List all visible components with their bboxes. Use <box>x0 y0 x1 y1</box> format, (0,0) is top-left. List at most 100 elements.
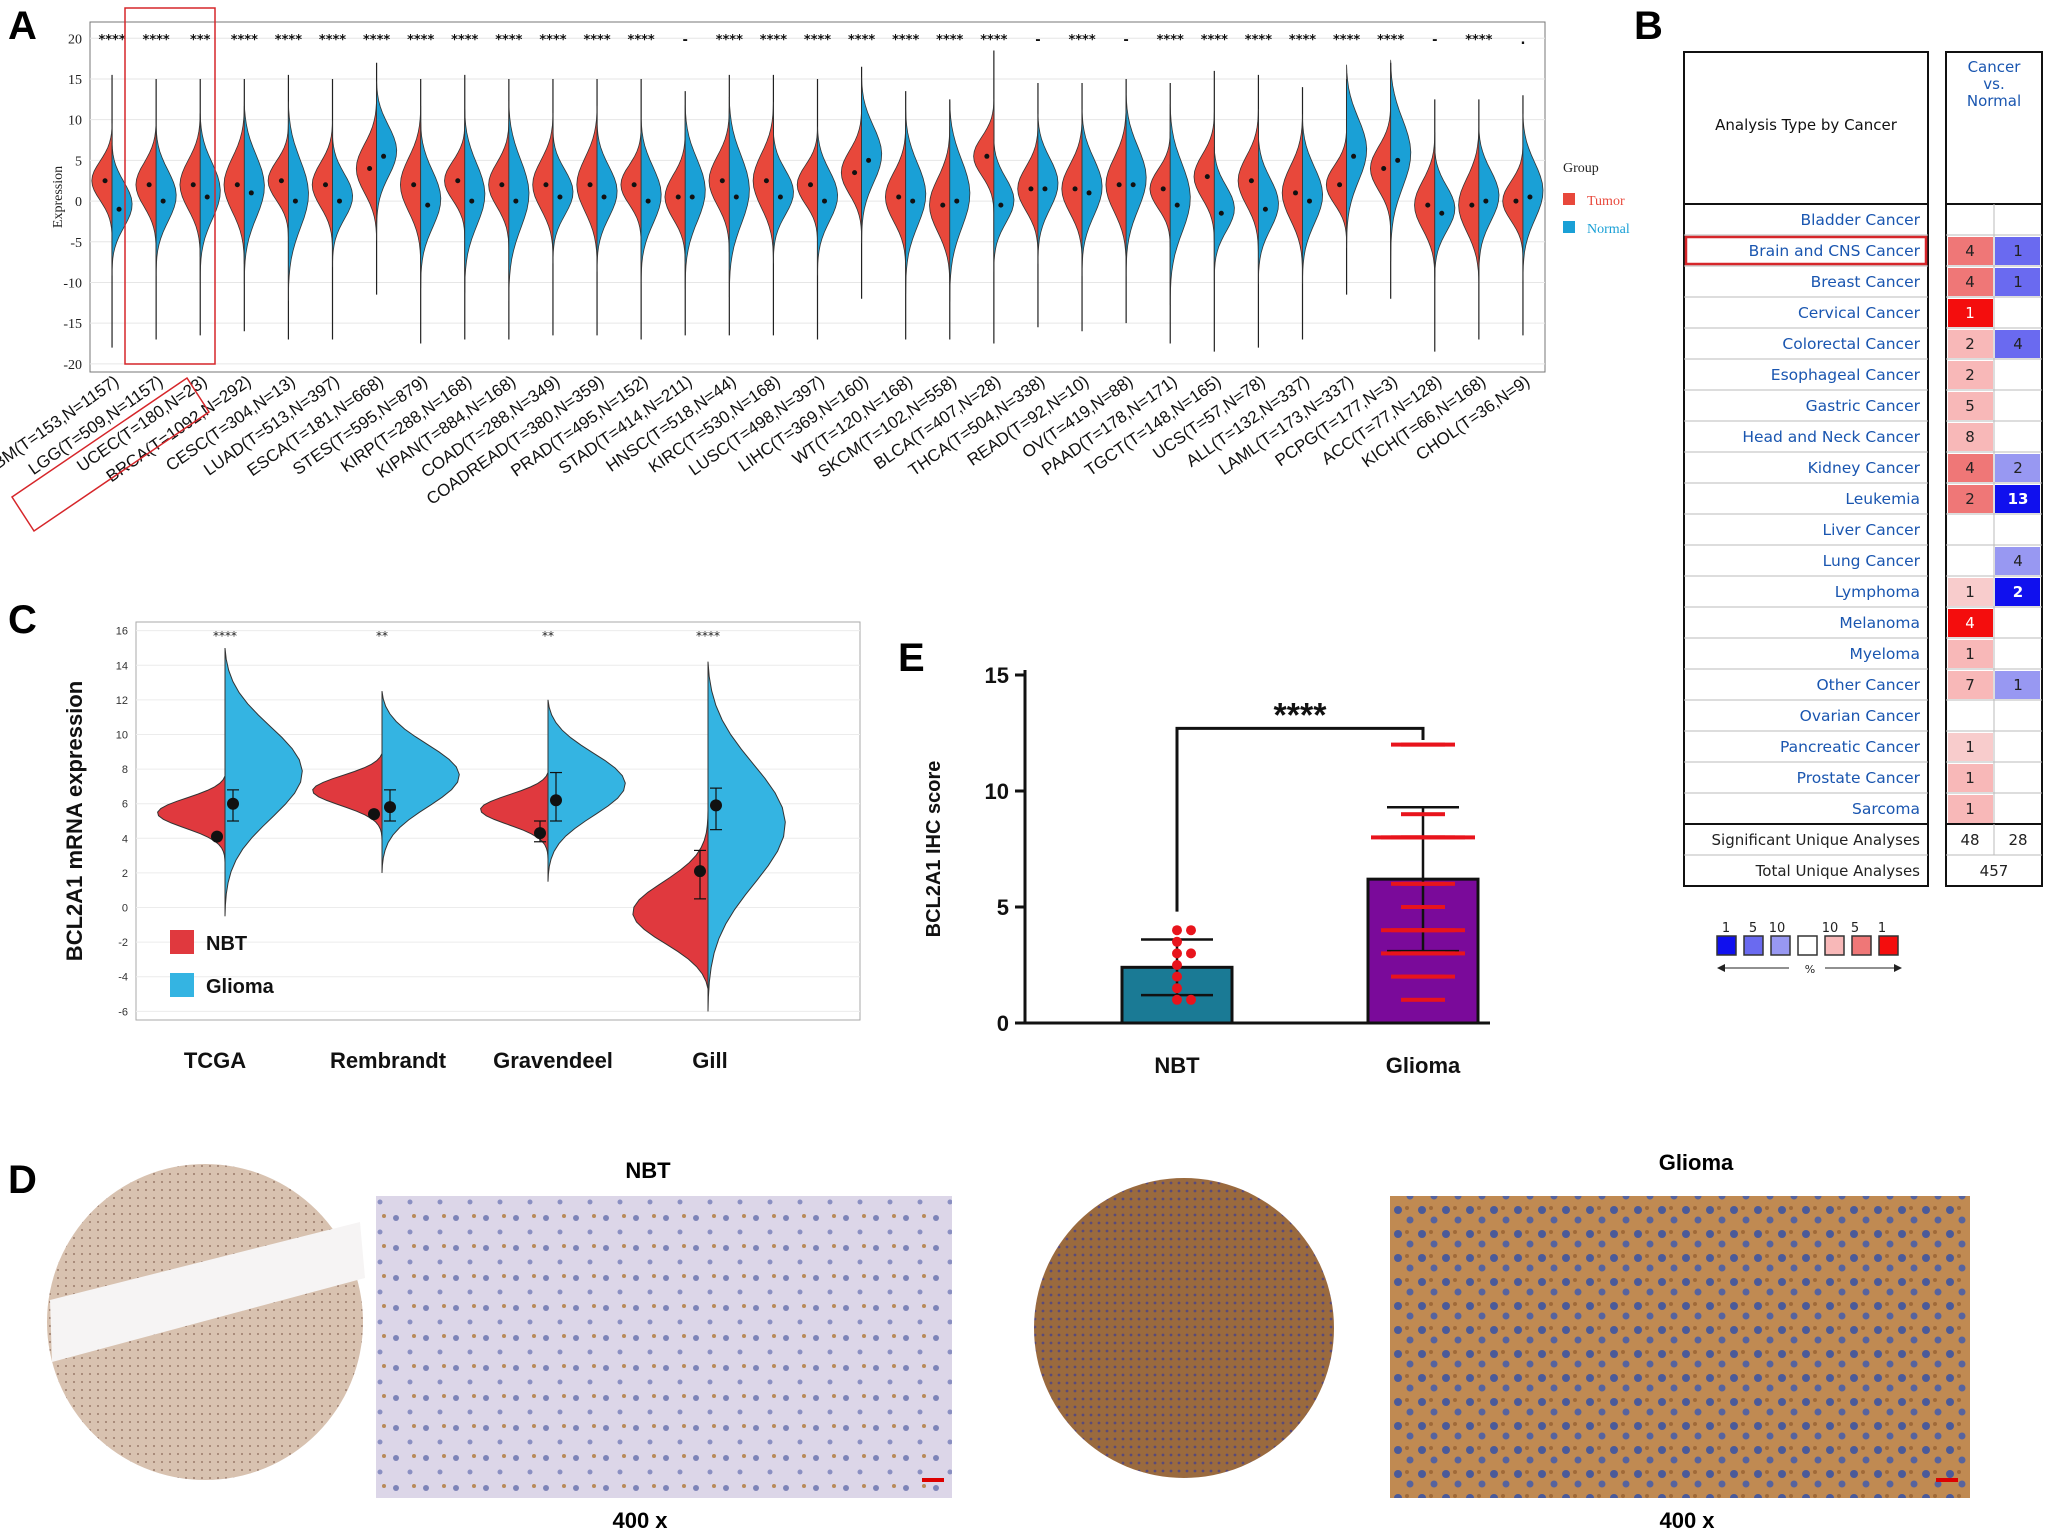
y-tick-label: 10 <box>68 114 82 129</box>
panel-label-e: E <box>898 636 925 680</box>
tumor-mean-point <box>499 182 505 188</box>
significance-label: *** <box>190 33 211 48</box>
down-cell <box>1995 454 2040 482</box>
key-swatch <box>1716 935 1737 956</box>
normal-violin <box>420 122 442 289</box>
x-tick-label: NBT <box>1154 1053 1200 1078</box>
nbt-mean-point <box>694 865 706 878</box>
y-tick-label: 16 <box>116 626 128 638</box>
sig-up: 48 <box>1960 831 1979 849</box>
significance-label: **** <box>363 33 390 48</box>
cancer-name: Other Cancer <box>1816 676 1920 694</box>
normal-mean-point <box>822 198 827 204</box>
normal-mean-point <box>425 202 431 208</box>
cancer-name: Leukemia <box>1845 490 1920 508</box>
normal-violin <box>1213 146 1235 281</box>
normal-violin <box>1081 109 1103 277</box>
up-cell <box>1948 330 1993 358</box>
tumor-violin <box>1458 125 1480 285</box>
normal-mean-point <box>1395 157 1401 163</box>
tumor-violin <box>884 125 907 269</box>
legend-swatch-tumor <box>1563 193 1575 205</box>
data-point <box>1172 948 1182 959</box>
significance-bracket <box>1175 726 1425 912</box>
normal-mean-point <box>733 194 739 200</box>
significance-label: **** <box>804 33 831 48</box>
up-count: 7 <box>1965 676 1975 694</box>
tumor-mean-point <box>763 178 769 184</box>
nbt-violin <box>480 772 549 860</box>
key-arrowhead-left <box>1717 964 1725 972</box>
tumor-mean-point <box>631 182 637 188</box>
tumor-violin <box>267 123 289 238</box>
cancer-name: Lung Cancer <box>1823 552 1921 570</box>
normal-mean-point <box>866 157 872 163</box>
legend-label-normal: Normal <box>1587 222 1630 237</box>
up-cell <box>1948 268 1993 296</box>
y-axis-label: BCL2A1 mRNA expression <box>62 681 87 961</box>
sig-down: 28 <box>2008 831 2027 849</box>
normal-violin <box>287 101 309 301</box>
up-cell <box>1948 733 1993 761</box>
normal-mean-point <box>116 206 122 212</box>
tumor-violin <box>223 105 245 265</box>
normal-violin <box>376 81 398 232</box>
significance-label: **** <box>760 33 787 48</box>
nbt-core-gap <box>50 1222 365 1362</box>
tumor-violin <box>399 105 422 265</box>
normal-violin <box>1302 118 1324 284</box>
y-tick-label: 10 <box>116 729 128 741</box>
tumor-violin <box>1237 109 1259 253</box>
up-cell <box>1948 547 1993 575</box>
down-cell <box>1995 268 2040 296</box>
up-cell <box>1948 392 1993 420</box>
data-point <box>1381 951 1465 956</box>
key-number: 1 <box>1722 921 1730 936</box>
up-cell <box>1948 516 1993 544</box>
highlight-brain-cns <box>1684 235 1928 266</box>
tumor-mean-point <box>190 182 196 188</box>
key-swatch <box>1878 935 1899 956</box>
glioma-violin <box>547 699 626 882</box>
normal-violin <box>1125 93 1147 277</box>
glioma-400x-image <box>1390 1196 1970 1498</box>
normal-violin <box>684 105 706 289</box>
y-tick-label: 2 <box>122 868 128 880</box>
up-cell <box>1948 640 1993 668</box>
data-point <box>1371 835 1475 840</box>
key-swatch <box>1824 935 1845 956</box>
down-count: 13 <box>2008 490 2029 508</box>
tumor-violin <box>444 122 466 239</box>
tumor-violin <box>973 98 995 214</box>
glioma-mean-point <box>227 797 239 810</box>
significance-label: **** <box>495 33 522 48</box>
up-cell <box>1948 299 1993 327</box>
nbt-mean-point <box>211 830 223 843</box>
up-count: 4 <box>1965 614 1975 632</box>
scale-bar-nbt <box>922 1478 944 1482</box>
panel-label-c: C <box>8 598 37 642</box>
up-cell <box>1948 702 1993 730</box>
tumor-mean-point <box>808 182 813 188</box>
y-tick-label: 5 <box>75 154 82 169</box>
legend-label-glioma: Glioma <box>206 976 275 998</box>
y-tick-label: 6 <box>122 799 128 811</box>
tumor-mean-point <box>411 182 417 188</box>
up-cell <box>1948 795 1993 823</box>
glioma-mean-point <box>384 801 396 814</box>
y-tick-label: 15 <box>985 663 1009 688</box>
tumor-mean-point <box>323 182 328 188</box>
down-count: 1 <box>2013 676 2023 694</box>
normal-mean-point <box>469 198 475 204</box>
down-count: 1 <box>2013 242 2023 260</box>
tumor-violin <box>91 123 113 239</box>
normal-violin <box>905 108 927 294</box>
analysis-header: Analysis Type by Cancer <box>1715 116 1898 134</box>
down-cell <box>1995 795 2040 823</box>
cancer-name: Liver Cancer <box>1822 521 1920 539</box>
cancer-name: Brain and CNS Cancer <box>1749 242 1921 260</box>
up-cell <box>1948 206 1993 234</box>
cancer-name: Breast Cancer <box>1811 273 1921 291</box>
normal-mean-point <box>1483 198 1489 204</box>
up-cell <box>1948 764 1993 792</box>
